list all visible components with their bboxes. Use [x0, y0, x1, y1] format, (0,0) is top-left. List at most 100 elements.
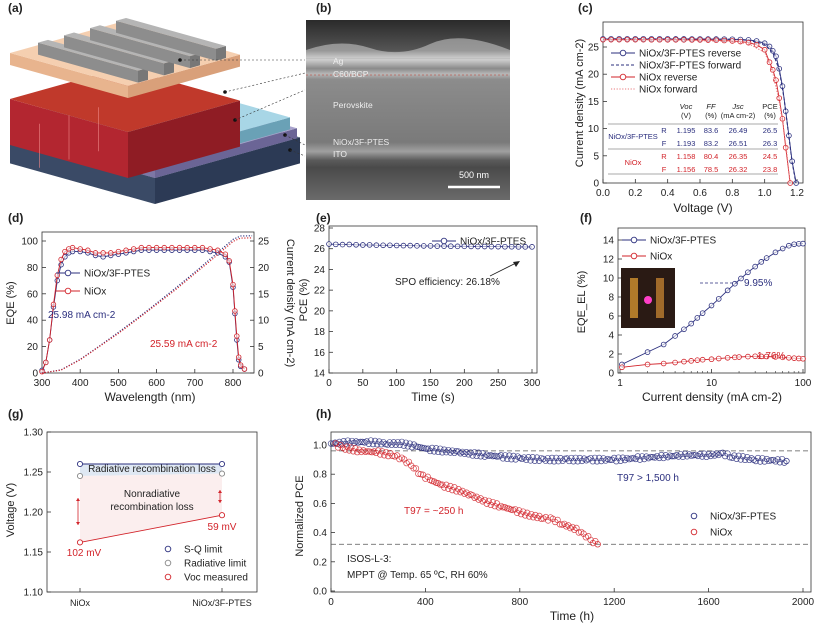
y-tick-label: 0.0	[313, 587, 327, 598]
radiative-loss-band	[80, 464, 222, 476]
series-niox	[619, 353, 806, 371]
data-point	[461, 450, 468, 457]
data-point	[433, 479, 440, 486]
y-tick-label: 20	[258, 263, 270, 274]
legend-item: NiOx forward	[611, 85, 697, 96]
data-point	[526, 513, 533, 520]
x-axis-label: Current density (mA cm-2)	[642, 390, 782, 404]
x-tick-label: 1	[617, 378, 623, 389]
data-point	[76, 460, 84, 468]
data-point	[431, 478, 438, 485]
data-point	[664, 454, 671, 461]
table-cell-jsc: 26.32	[729, 165, 748, 174]
y-tick-label: 10	[603, 274, 615, 285]
data-point	[763, 455, 770, 463]
data-point	[46, 337, 53, 343]
data-point	[387, 242, 393, 249]
data-point	[495, 504, 503, 511]
y-tick-label: 60	[27, 289, 39, 300]
series-niox	[39, 244, 248, 375]
table-row: R 1.195 83.6 26.49 26.5	[661, 126, 777, 135]
legend-item: NiOx/3F-PTES forward	[611, 61, 741, 72]
data-point	[628, 455, 635, 462]
data-point	[681, 358, 687, 365]
series-voc-measured	[76, 512, 226, 546]
data-point	[447, 243, 454, 250]
test-condition-label: ISOS-L-3:	[347, 554, 391, 565]
data-point	[713, 450, 720, 457]
y-tick-label: 6	[608, 312, 614, 323]
data-point	[556, 521, 564, 528]
legend: NiOx/3F-PTES NiOx	[622, 236, 716, 263]
data-point	[594, 541, 601, 548]
series-niox	[332, 440, 601, 548]
x-tick-label: 700	[186, 378, 203, 389]
data-point	[358, 448, 365, 456]
data-point	[475, 496, 482, 503]
data-point	[649, 453, 656, 461]
legend-item: S-Q limit	[164, 545, 223, 556]
data-point	[709, 450, 716, 458]
panel-label: (b)	[316, 1, 331, 15]
y-axis-label: Current density (mA cm-2)	[574, 39, 586, 167]
data-point	[489, 498, 496, 506]
y-tick-label: 40	[27, 316, 39, 327]
y-tick-label: 4	[608, 331, 614, 342]
data-point	[371, 437, 379, 445]
data-point	[389, 452, 396, 459]
data-point	[767, 457, 775, 464]
parameter-table: Voc(V)FF(%)Jsc(mA cm-2)PCE(%)NiOx/3F-PTE…	[608, 102, 778, 175]
data-point	[479, 449, 486, 457]
data-point	[138, 244, 145, 251]
data-point	[587, 454, 594, 462]
data-point	[779, 354, 786, 361]
x-tick-label: 0.2	[628, 188, 642, 199]
data-point	[763, 353, 770, 360]
data-point	[757, 458, 764, 465]
x-tick-label: 100	[795, 378, 812, 389]
data-point	[542, 513, 549, 521]
data-point	[653, 452, 661, 460]
data-point	[92, 250, 99, 256]
data-point	[443, 481, 450, 488]
leader-line	[224, 72, 306, 93]
data-point	[689, 37, 695, 43]
data-point	[708, 302, 715, 309]
x-tick-label: 250	[490, 378, 507, 389]
data-point	[412, 465, 420, 472]
data-point	[327, 440, 335, 447]
data-point	[688, 358, 695, 364]
y-tick-label: 25	[588, 43, 600, 54]
data-point	[441, 243, 447, 249]
data-point	[615, 454, 622, 461]
y-tick-label: 24	[314, 265, 326, 276]
t97-annotation: T97 = ~250 h	[404, 506, 464, 517]
legend-item: NiOx/3F-PTES	[622, 236, 716, 247]
data-point	[737, 456, 744, 463]
legend-item: NiOx	[690, 528, 732, 539]
data-point	[724, 354, 731, 361]
data-point	[50, 301, 57, 308]
data-point	[461, 243, 468, 250]
x-tick-label: 10	[706, 378, 718, 389]
series-niox-3f-ptes	[327, 437, 790, 466]
data-point	[634, 453, 641, 460]
data-point	[791, 241, 797, 248]
x-tick-label: 300	[34, 378, 51, 389]
data-point	[207, 246, 213, 252]
data-point	[616, 36, 622, 43]
x-tick-label: 100	[388, 378, 405, 389]
data-point	[353, 241, 359, 248]
photo-contact	[630, 278, 638, 318]
data-point	[578, 457, 586, 465]
legend-marker	[440, 237, 448, 245]
data-point	[617, 457, 624, 464]
data-point	[538, 515, 545, 522]
data-point	[696, 451, 704, 458]
data-point	[713, 37, 719, 43]
layer-right-face	[164, 60, 174, 76]
x-tick-label: 400	[417, 597, 434, 608]
arrow-head-icon	[76, 498, 80, 501]
data-point	[596, 454, 603, 462]
